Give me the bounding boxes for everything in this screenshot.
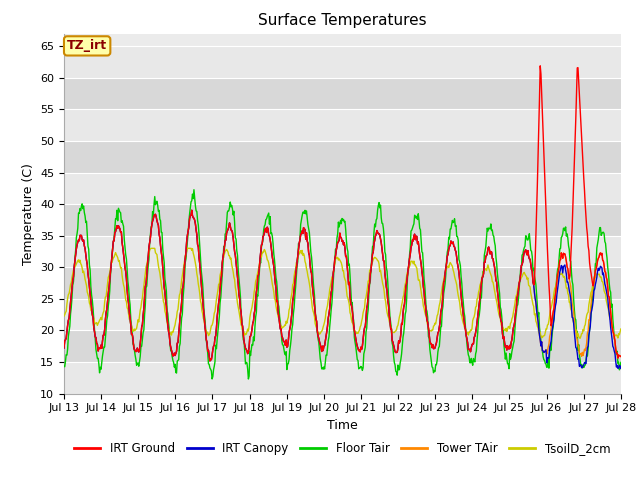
TsoilD_2cm (60, 313, 68, 319)
Bar (64, 267, 621, 299)
TsoilD_2cm (256, 257, 264, 263)
Floor Tair (228, 206, 236, 212)
IRT Canopy (228, 229, 236, 235)
Floor Tair (190, 187, 198, 192)
Y-axis label: Temperature (C): Temperature (C) (22, 163, 35, 264)
IRT Ground (536, 63, 544, 69)
Bar (64, 78, 621, 109)
Bar (64, 236, 621, 267)
IRT Canopy (401, 301, 408, 307)
IRT Ground (256, 256, 264, 262)
Tower TAir (125, 310, 133, 316)
Tower TAir (60, 345, 68, 351)
IRT Canopy (125, 310, 133, 316)
TsoilD_2cm (432, 321, 440, 327)
Bar (64, 46, 621, 78)
TsoilD_2cm (277, 323, 285, 328)
Tower TAir (206, 358, 214, 364)
Line: Tower TAir: Tower TAir (64, 210, 621, 361)
IRT Ground (206, 358, 214, 364)
Tower TAir (188, 207, 196, 213)
Floor Tair (617, 360, 625, 365)
TsoilD_2cm (401, 285, 408, 291)
Floor Tair (244, 376, 252, 382)
TsoilD_2cm (617, 326, 625, 332)
Bar (64, 172, 621, 204)
IRT Ground (228, 229, 236, 235)
IRT Ground (401, 301, 408, 307)
TsoilD_2cm (576, 336, 584, 341)
TsoilD_2cm (147, 245, 155, 251)
Tower TAir (617, 354, 625, 360)
Text: TZ_irt: TZ_irt (67, 39, 108, 52)
Bar (64, 299, 621, 330)
Line: IRT Ground: IRT Ground (64, 66, 621, 361)
IRT Ground (60, 345, 68, 351)
IRT Ground (617, 354, 625, 360)
Floor Tair (60, 363, 68, 369)
IRT Canopy (188, 207, 196, 213)
Tower TAir (229, 235, 237, 240)
TsoilD_2cm (125, 316, 133, 322)
Tower TAir (433, 340, 440, 346)
IRT Ground (277, 326, 285, 332)
IRT Canopy (256, 256, 264, 262)
Floor Tair (401, 312, 409, 317)
IRT Canopy (60, 345, 68, 351)
Tower TAir (278, 333, 285, 339)
IRT Canopy (614, 365, 621, 371)
X-axis label: Time: Time (327, 419, 358, 432)
Bar (64, 204, 621, 236)
Bar (64, 330, 621, 362)
Floor Tair (125, 295, 133, 301)
IRT Canopy (617, 365, 625, 371)
IRT Canopy (277, 326, 285, 332)
IRT Ground (125, 310, 133, 316)
Title: Surface Temperatures: Surface Temperatures (258, 13, 427, 28)
Legend: IRT Ground, IRT Canopy, Floor Tair, Tower TAir, TsoilD_2cm: IRT Ground, IRT Canopy, Floor Tair, Towe… (70, 437, 615, 460)
IRT Canopy (432, 342, 440, 348)
Floor Tair (278, 337, 285, 343)
Tower TAir (401, 292, 409, 298)
TsoilD_2cm (228, 265, 236, 271)
Bar (64, 141, 621, 172)
Line: Floor Tair: Floor Tair (64, 190, 621, 379)
IRT Ground (432, 342, 440, 348)
Floor Tair (257, 260, 264, 266)
Bar (64, 362, 621, 394)
Line: IRT Canopy: IRT Canopy (64, 210, 621, 368)
Tower TAir (257, 249, 264, 254)
Bar (64, 109, 621, 141)
Line: TsoilD_2cm: TsoilD_2cm (64, 248, 621, 338)
Floor Tair (433, 362, 440, 368)
